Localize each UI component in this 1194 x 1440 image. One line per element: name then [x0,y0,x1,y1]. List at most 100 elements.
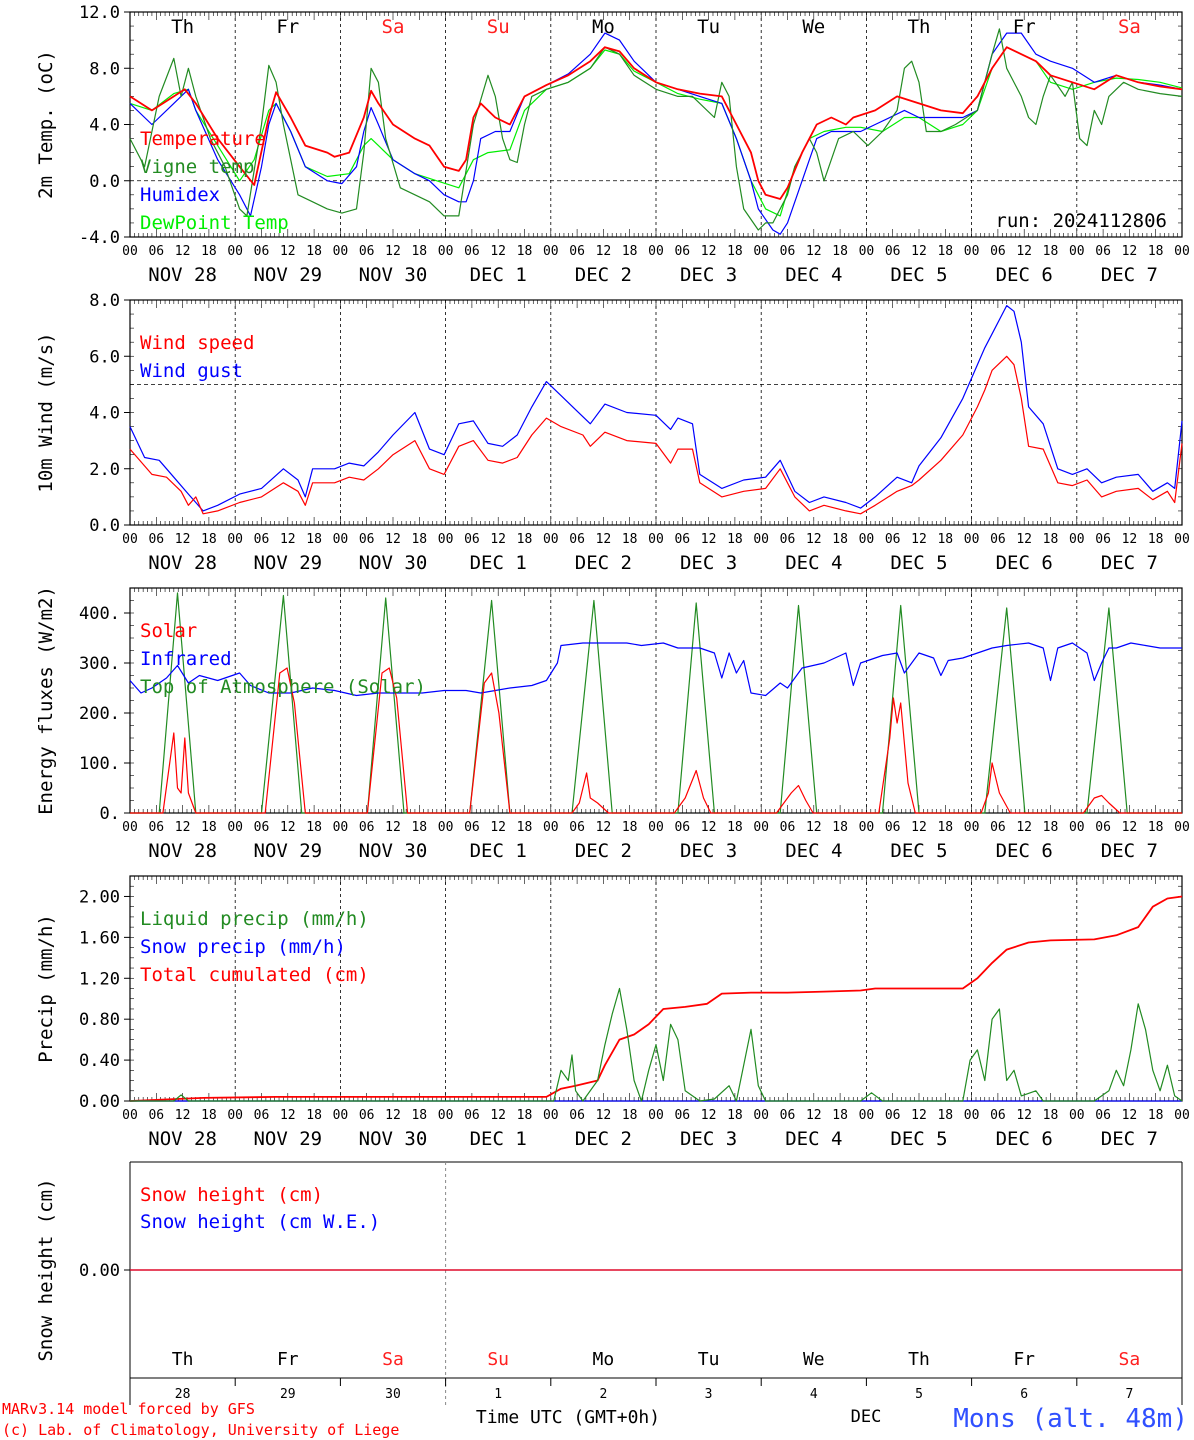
hour-tick-label: 06 [990,532,1006,547]
hour-tick-label: 00 [859,820,875,835]
hour-tick-label: 12 [911,820,927,835]
date-label: NOV 28 [148,1128,217,1150]
hour-tick-label: 00 [964,1108,980,1123]
hour-tick-label: 06 [254,1108,270,1123]
hour-tick-label: 18 [832,244,848,259]
date-label: DEC 4 [785,552,842,574]
hour-tick-label: 12 [1122,1108,1138,1123]
plot-frame [129,11,1183,238]
y-tick-label: 4.0 [89,404,120,424]
date-label: DEC 7 [1101,1128,1158,1150]
day-number-label: 1 [494,1387,502,1402]
hour-tick-label: 00 [227,244,243,259]
date-label: DEC 3 [680,264,737,286]
weekday-label: Th [172,1349,194,1370]
hour-tick-label: 06 [359,820,375,835]
date-label: DEC 1 [470,264,527,286]
hour-tick-label: 00 [964,532,980,547]
date-label: DEC 3 [680,1128,737,1150]
date-label: DEC 4 [785,840,842,862]
hour-tick-label: 12 [806,1108,822,1123]
hour-tick-label: 12 [280,1108,296,1123]
hour-tick-label: 18 [832,1108,848,1123]
hour-tick-label: 06 [254,820,270,835]
hour-tick-label: 18 [306,1108,322,1123]
y-axis-label: Precip (mm/h) [35,914,57,1063]
series-line-humidex [129,32,1183,235]
month-label: DEC [851,1407,882,1427]
hour-tick-label: 00 [333,820,349,835]
panel-3: 00 06 12 18 00 06 12 18 00 06 12 18 00 06 12 18 00 06 12 18… [35,586,1190,862]
hour-tick-label: 00 [122,532,138,547]
hour-tick-label: 12 [806,820,822,835]
credit-line-2: (c) Lab. of Climatology, University of L… [2,1421,399,1439]
hour-tick-label: 18 [201,532,217,547]
series-line-temperature [129,46,1183,200]
plot-frame [129,299,1183,526]
hour-tick-label: 12 [490,820,506,835]
hour-tick-label: 06 [885,820,901,835]
day-number-label: 3 [705,1387,713,1402]
hour-tick-label: 00 [122,820,138,835]
hour-tick-label: 06 [674,532,690,547]
hour-tick-label: 12 [1122,244,1138,259]
hour-tick-label: 06 [990,1108,1006,1123]
hour-tick-label: 12 [280,532,296,547]
y-axis-label: 10m Wind (m/s) [35,332,57,492]
series-line-liquid-precip-mm-h [130,987,1183,1102]
hour-tick-label: 12 [596,244,612,259]
hour-tick-label: 06 [148,1108,164,1123]
hour-tick-label: 00 [543,532,559,547]
hour-tick-label: 18 [517,1108,533,1123]
hour-tick-label: 00 [1069,244,1085,259]
hour-tick-label: 18 [1043,244,1059,259]
series-line-wind-gust [129,305,1183,512]
hour-tick-label: 06 [148,244,164,259]
hour-tick-label: 12 [490,244,506,259]
series-line-wind-speed [129,355,1183,515]
hour-tick-label: 00 [333,532,349,547]
hour-tick-label: 06 [464,532,480,547]
y-tick-label: 0.80 [79,1010,120,1030]
hour-tick-label: 00 [859,244,875,259]
hour-tick-label: 12 [385,1108,401,1123]
hour-tick-label: 18 [1148,244,1164,259]
legend-entry: Vigne temp [140,156,254,178]
legend-entry: Liquid precip (mm/h) [140,908,369,930]
y-tick-label: 300. [79,654,120,674]
hour-tick-label: 12 [280,820,296,835]
hour-tick-label: 12 [175,820,191,835]
hour-tick-label: 00 [648,820,664,835]
date-label: DEC 6 [996,840,1053,862]
plot-frame [129,587,1183,814]
hour-tick-label: 12 [1122,532,1138,547]
date-label: DEC 5 [890,840,947,862]
hour-tick-label: 06 [359,1108,375,1123]
weekday-label: Th [908,1349,930,1370]
hour-tick-label: 18 [622,244,638,259]
y-tick-label: 0.00 [79,1261,120,1281]
date-label: NOV 28 [148,552,217,574]
hour-tick-label: 12 [701,532,717,547]
hour-tick-label: 18 [517,820,533,835]
series-line-total-cumulated-cm [129,895,1183,1102]
hour-tick-label: 12 [701,1108,717,1123]
date-label: DEC 1 [470,840,527,862]
date-label: NOV 30 [359,552,428,574]
weekday-label: We [803,1349,825,1370]
day-number-label: 29 [280,1387,296,1402]
y-tick-label: 0.0 [89,516,120,536]
date-label: DEC 7 [1101,552,1158,574]
hour-tick-label: 18 [201,244,217,259]
panel-5: 0.00 Snow height (cm) Snow height (cm) Snow… [35,1161,1183,1405]
hour-tick-label: 06 [780,532,796,547]
y-tick-label: 8.0 [89,291,120,311]
weekday-label: Th [908,16,931,38]
y-axis-label: 2m Temp. (oC) [35,50,57,199]
hour-tick-label: 12 [701,244,717,259]
hour-tick-label: 00 [1174,1108,1190,1123]
weekday-label: Sa [382,16,405,38]
hour-tick-label: 18 [727,1108,743,1123]
legend-entry: Snow precip (mm/h) [140,936,346,958]
